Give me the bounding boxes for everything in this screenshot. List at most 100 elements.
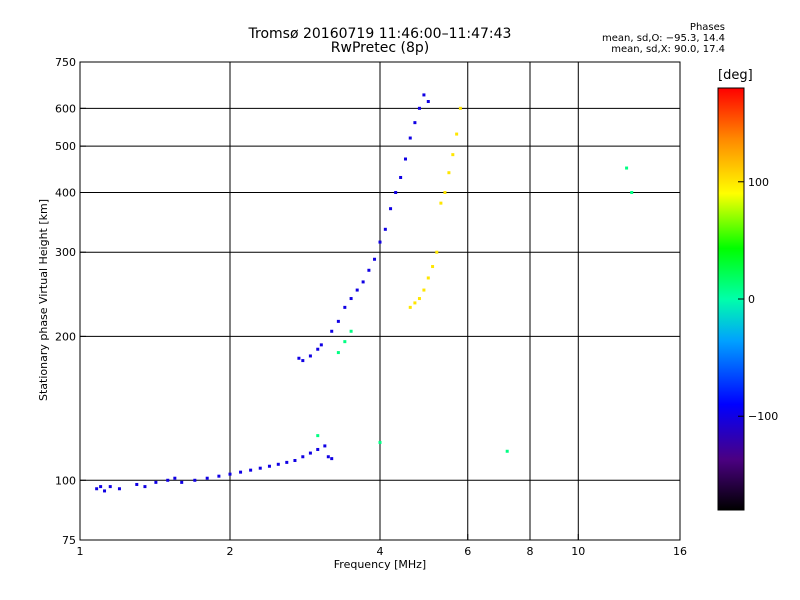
data-point: [336, 319, 340, 323]
data-point: [383, 227, 387, 231]
y-axis-label: Stationary phase Virtual Height [km]: [37, 199, 50, 401]
data-point: [336, 351, 340, 355]
data-point: [408, 136, 412, 140]
x-tick-label: 10: [571, 545, 585, 558]
chart-subtitle: RwPretec (8p): [330, 40, 430, 56]
data-point: [399, 175, 403, 179]
colorbar-tick-label: 100: [748, 176, 769, 189]
y-tick-label: 500: [55, 140, 76, 153]
data-point: [154, 480, 158, 484]
data-point: [426, 100, 430, 104]
data-point: [373, 257, 377, 261]
data-point: [258, 466, 262, 470]
data-point: [293, 458, 297, 462]
data-point: [455, 132, 459, 136]
y-tick-label: 300: [55, 246, 76, 259]
data-point: [267, 464, 271, 468]
data-point: [431, 265, 435, 269]
data-point: [417, 297, 421, 301]
data-point: [103, 489, 107, 493]
data-point: [389, 207, 393, 211]
data-point: [193, 478, 197, 482]
data-point: [308, 451, 312, 455]
grid: [80, 62, 680, 540]
y-tick-label: 200: [55, 330, 76, 343]
data-point: [108, 485, 112, 489]
data-point: [505, 449, 509, 453]
data-point: [349, 297, 353, 301]
data-point: [417, 106, 421, 110]
data-point: [625, 166, 629, 170]
data-point: [117, 487, 121, 491]
data-point: [276, 462, 280, 466]
x-tick-label: 2: [227, 545, 234, 558]
phases-x-line: mean, sd,X: 90.0, 17.4: [611, 44, 725, 55]
data-point: [330, 329, 334, 333]
data-point: [458, 106, 462, 110]
x-tick-label: 16: [673, 545, 687, 558]
x-tick-label: 4: [377, 545, 384, 558]
y-tick-label: 75: [62, 534, 76, 547]
data-point: [301, 359, 305, 363]
phases-heading: Phases: [689, 22, 725, 33]
colorbar-tick-label: −100: [748, 410, 778, 423]
data-point: [443, 190, 447, 194]
data-point: [435, 250, 439, 254]
x-tick-label: 8: [527, 545, 534, 558]
data-point: [426, 276, 430, 280]
data-point: [205, 476, 209, 480]
data-point: [408, 305, 412, 309]
data-point: [355, 288, 359, 292]
data-point: [239, 470, 243, 474]
x-tick-label: 1: [77, 545, 84, 558]
data-point: [297, 356, 301, 360]
data-point: [403, 157, 407, 161]
data-point: [343, 305, 347, 309]
data-point: [308, 354, 312, 358]
data-points: [95, 93, 634, 493]
data-point: [447, 171, 451, 175]
data-point: [143, 485, 147, 489]
data-point: [249, 468, 253, 472]
data-point: [135, 482, 139, 486]
data-point: [319, 343, 323, 347]
x-tick-label: 6: [464, 545, 471, 558]
data-point: [367, 268, 371, 272]
data-point: [285, 460, 289, 464]
data-point: [228, 472, 232, 476]
data-point: [378, 240, 382, 244]
data-point: [330, 457, 334, 461]
colorbar-ticks: 100 0 −100: [738, 176, 778, 423]
x-axis-ticks: 1 2 4 6 8 10 16: [77, 534, 687, 558]
data-point: [316, 347, 320, 351]
data-point: [378, 440, 382, 444]
colorbar-tick-label: 0: [748, 293, 755, 306]
data-point: [99, 485, 103, 489]
data-point: [439, 201, 443, 205]
data-point: [343, 340, 347, 344]
y-axis-ticks: 75 100 200 300 400 500 600 750: [55, 56, 86, 547]
data-point: [323, 444, 327, 448]
data-point: [413, 121, 417, 125]
data-point: [394, 190, 398, 194]
phases-o-line: mean, sd,O: −95.3, 14.4: [602, 33, 725, 44]
data-point: [301, 455, 305, 459]
data-point: [173, 476, 177, 480]
chart-title: Tromsø 20160719 11:46:00–11:47:43: [248, 26, 512, 42]
data-point: [217, 474, 221, 478]
y-tick-label: 600: [55, 102, 76, 115]
data-point: [422, 93, 426, 97]
data-point: [95, 487, 99, 491]
data-point: [361, 280, 365, 284]
data-point: [422, 288, 426, 292]
data-point: [316, 447, 320, 451]
y-tick-label: 400: [55, 186, 76, 199]
data-point: [451, 153, 455, 157]
data-point: [180, 480, 184, 484]
data-point: [166, 478, 170, 482]
colorbar-label: [deg]: [718, 68, 753, 83]
y-tick-label: 750: [55, 56, 76, 69]
x-axis-label: Frequency [MHz]: [334, 558, 426, 571]
data-point: [413, 301, 417, 305]
